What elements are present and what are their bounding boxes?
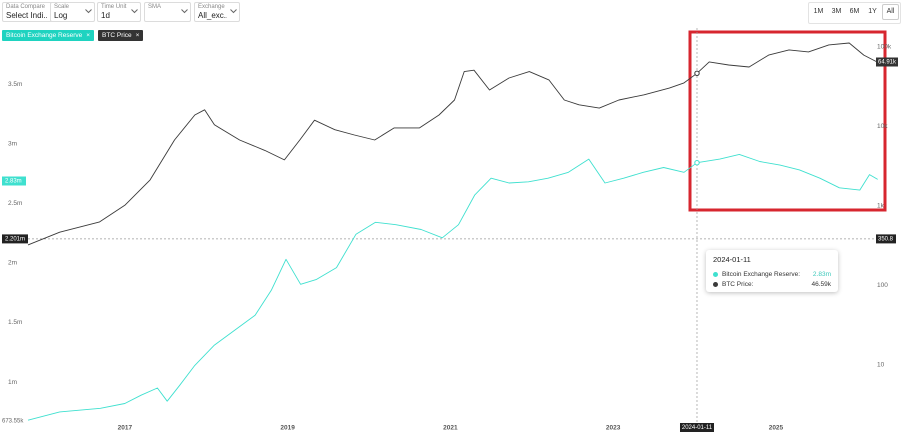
dropdown-value: All_exc...: [198, 11, 227, 20]
y2-tick-label: 100k: [877, 44, 892, 51]
range-button[interactable]: All: [882, 4, 899, 20]
y-tick-label: 2.5m: [8, 200, 22, 207]
crosshair-x-badge: [679, 423, 714, 432]
dropdown-value: Select Indi...: [6, 11, 47, 20]
tooltip-date: 2024-01-11: [713, 255, 751, 264]
tooltip-row: BTC Price: 46.59k: [713, 279, 831, 289]
legend-chip[interactable]: BTC Price ×: [98, 30, 144, 41]
y-tick-label: 1.5m: [8, 319, 22, 326]
tooltip-dot: [713, 281, 718, 287]
legend-chip[interactable]: Bitcoin Exchange Reserve ×: [2, 30, 95, 41]
y-min-label: 673.55k: [2, 419, 24, 425]
range-button[interactable]: 1Y: [868, 8, 877, 15]
y-tick-label: 3.5m: [8, 81, 22, 88]
range-button[interactable]: 3M: [831, 8, 842, 15]
y-tick-label: 1m: [8, 379, 17, 386]
dropdown[interactable]: Exchange All_exc...: [194, 2, 240, 22]
range-button[interactable]: 1M: [813, 8, 824, 15]
range-button[interactable]: 6M: [849, 8, 860, 15]
chip-close[interactable]: ×: [135, 32, 140, 39]
chevron: [131, 9, 138, 14]
crosshair-y2-badge: [876, 234, 896, 244]
y2-tick-label: 10: [877, 362, 885, 369]
legend-label: BTC Price: [102, 32, 132, 39]
tooltip: 2024-01-11 Bitcoin Exchange Reserve: 2.8…: [706, 250, 838, 292]
chevron: [85, 9, 92, 14]
dropdown[interactable]: SMA: [144, 2, 191, 22]
legend: Bitcoin Exchange Reserve × BTC Price ×: [2, 30, 144, 41]
chevron: [181, 9, 188, 14]
tooltip-value: 2.83m: [812, 270, 831, 278]
hover-point: [694, 160, 700, 166]
dropdown-label: Scale: [54, 4, 70, 10]
x-tick-label: 2021: [443, 425, 458, 432]
dropdown-label: Exchange: [198, 4, 225, 10]
tooltip-label: Bitcoin Exchange Reserve:: [722, 270, 801, 278]
reserve-badge-label: 2.83m: [5, 179, 22, 185]
y2-tick-label: 1k: [877, 203, 885, 210]
x-tick-label: 2019: [280, 425, 295, 432]
crosshair-y-badge: [2, 234, 28, 244]
dropdown-label: SMA: [148, 4, 162, 10]
crosshair-y2-label: 350.8: [878, 236, 894, 242]
tooltip-label: BTC Price:: [722, 280, 754, 288]
dropdown-label: Data Compare: [6, 4, 46, 10]
hover-point: [694, 70, 700, 77]
highlight-box: [688, 30, 887, 212]
tooltip-dot: [713, 271, 718, 277]
chevron: [230, 9, 237, 14]
series-line: [27, 42, 878, 246]
reserve-badge: [2, 176, 26, 186]
dropdown[interactable]: Scale Log: [50, 2, 95, 22]
tooltip-value: 46.59k: [811, 280, 831, 288]
dropdown[interactable]: Time Unit 1d: [97, 2, 141, 22]
series-line: [27, 153, 878, 421]
crosshair-x-label: 2024-01-11: [682, 425, 713, 431]
price-badge-label: 64.91k: [878, 60, 897, 66]
range-selector: 1M 3M 6M 1Y All: [808, 2, 901, 24]
chip-close[interactable]: ×: [86, 32, 91, 39]
x-tick-label: 2023: [606, 425, 621, 432]
y2-tick-label: 10k: [877, 123, 888, 130]
legend-label: Bitcoin Exchange Reserve: [6, 32, 83, 39]
y2-tick-label: 100: [877, 282, 888, 289]
tooltip-row: Bitcoin Exchange Reserve: 2.83m: [713, 269, 831, 279]
dropdown-label: Time Unit: [101, 4, 127, 10]
y-tick-label: 2m: [8, 260, 17, 267]
dropdown-value: Log: [54, 11, 68, 20]
y-tick-label: 3m: [8, 140, 17, 147]
x-tick-label: 2017: [118, 425, 133, 432]
dropdown-value: 1d: [101, 11, 110, 20]
crosshair-y-label: 2.201m: [5, 236, 25, 242]
x-tick-label: 2025: [769, 425, 784, 432]
price-badge: [876, 57, 898, 67]
